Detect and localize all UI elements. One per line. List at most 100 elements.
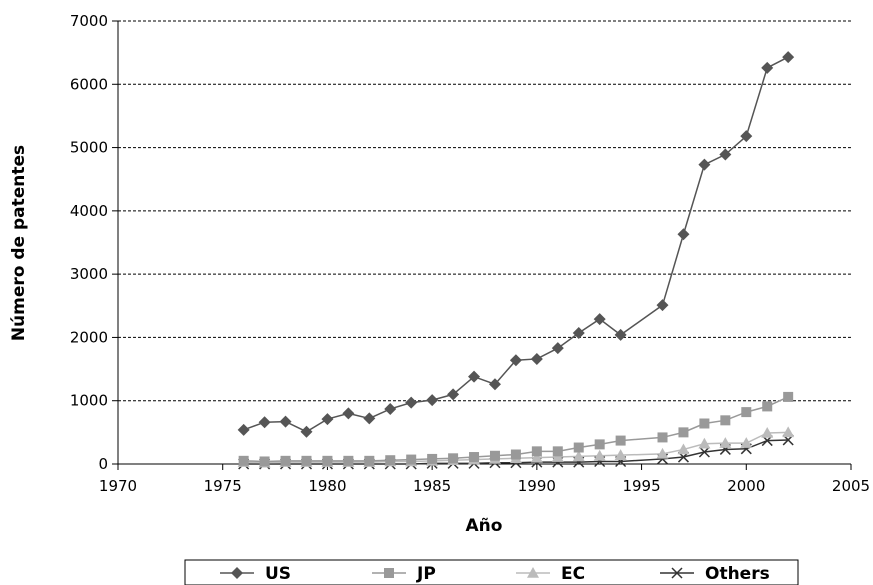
data-point-jp (762, 401, 773, 412)
data-point-others (698, 446, 710, 458)
data-point-ec (614, 449, 627, 460)
series-line-us (243, 56, 789, 433)
grid-lines (118, 20, 851, 402)
legend-box (184, 559, 799, 585)
y-tick-label: 2000 (70, 328, 108, 346)
data-point-jp (448, 453, 459, 464)
data-point-us (279, 415, 292, 428)
data-point-jp (615, 435, 626, 446)
x-axis-title: Año (466, 516, 503, 536)
data-point-jp (427, 453, 438, 464)
legend-item-ec: EC (516, 564, 585, 584)
data-point-us (677, 228, 690, 241)
data-point-jp (510, 449, 521, 460)
series-jp (238, 391, 794, 467)
data-point-us (782, 51, 795, 64)
data-point-jp (531, 446, 542, 457)
data-point-us (237, 423, 250, 436)
y-tick-label: 3000 (70, 265, 108, 283)
data-point-ec (656, 447, 669, 459)
data-point-us (384, 402, 397, 415)
data-point-us (447, 388, 460, 401)
x-tick-label: 1990 (518, 477, 556, 495)
y-tick-label: 7000 (70, 12, 108, 30)
data-point-us (698, 158, 711, 171)
x-tick-label: 1995 (622, 477, 660, 495)
legend-marker-jp (384, 568, 394, 578)
data-point-jp (741, 407, 752, 418)
data-point-jp (280, 455, 291, 466)
y-axis-title: Número de patentes (9, 145, 29, 341)
legend-marker-others (671, 567, 683, 579)
legend-label-us: US (265, 564, 291, 584)
data-point-jp (552, 446, 563, 457)
data-point-us (258, 416, 271, 429)
y-tick-label: 5000 (70, 139, 108, 157)
data-point-jp (469, 452, 480, 463)
data-point-us (468, 370, 481, 383)
data-point-jp (699, 418, 710, 429)
data-point-jp (678, 427, 689, 438)
legend: US JP EC Others (184, 559, 799, 585)
series-us (237, 51, 795, 438)
x-tick-label: 1970 (99, 477, 137, 495)
x-tick-label: 2005 (832, 477, 870, 495)
data-point-jp (343, 455, 354, 466)
data-point-ec (698, 437, 711, 449)
data-point-ec (677, 443, 690, 455)
data-point-jp (364, 455, 375, 466)
data-point-us (426, 394, 439, 407)
data-point-jp (385, 455, 396, 466)
data-point-us (740, 130, 753, 143)
data-point-us (509, 354, 522, 367)
legend-label-ec: EC (561, 564, 585, 584)
x-tick-label: 1975 (204, 477, 242, 495)
data-point-us (551, 342, 564, 355)
data-point-us (572, 326, 585, 339)
data-point-jp (406, 454, 417, 465)
data-point-jp (783, 391, 794, 402)
x-tick-label: 1980 (308, 477, 346, 495)
legend-item-others: Others (660, 564, 770, 584)
data-point-ec (719, 437, 732, 448)
data-point-ec (593, 449, 606, 461)
legend-marker-ec (527, 567, 539, 578)
data-point-ec (572, 450, 585, 462)
data-point-us (300, 425, 313, 438)
data-point-jp (259, 456, 270, 467)
series-layer (237, 51, 795, 470)
data-point-jp (573, 442, 584, 453)
legend-label-jp: JP (416, 564, 436, 584)
data-point-jp (301, 455, 312, 466)
data-point-ec (761, 426, 774, 438)
y-tick-label: 4000 (70, 202, 108, 220)
axes (112, 20, 852, 470)
data-point-jp (594, 439, 605, 450)
legend-item-jp: JP (372, 564, 436, 584)
data-point-us (488, 378, 501, 391)
data-point-jp (322, 455, 333, 466)
y-tick-label: 6000 (70, 75, 108, 93)
x-tick-label: 2000 (727, 477, 765, 495)
data-point-jp (657, 432, 668, 443)
data-point-us (593, 313, 606, 326)
legend-item-us: US (220, 564, 291, 584)
y-tick-label: 0 (98, 455, 108, 473)
data-point-ec (782, 426, 795, 438)
tick-labels: 0 1000 2000 3000 4000 5000 6000 7000 1970 1975 198… (70, 12, 870, 495)
x-tick-label: 1985 (413, 477, 451, 495)
data-point-jp (489, 450, 500, 461)
legend-marker-us (231, 567, 243, 579)
data-point-us (342, 407, 355, 420)
data-point-jp (720, 415, 731, 426)
data-point-us (363, 412, 376, 425)
data-point-ec (530, 451, 543, 463)
legend-label-others: Others (705, 564, 770, 584)
data-point-us (614, 328, 627, 341)
data-point-us (530, 352, 543, 365)
data-point-ec (740, 437, 753, 448)
data-point-jp (238, 455, 249, 466)
data-point-us (719, 148, 732, 161)
data-point-us (321, 413, 334, 426)
